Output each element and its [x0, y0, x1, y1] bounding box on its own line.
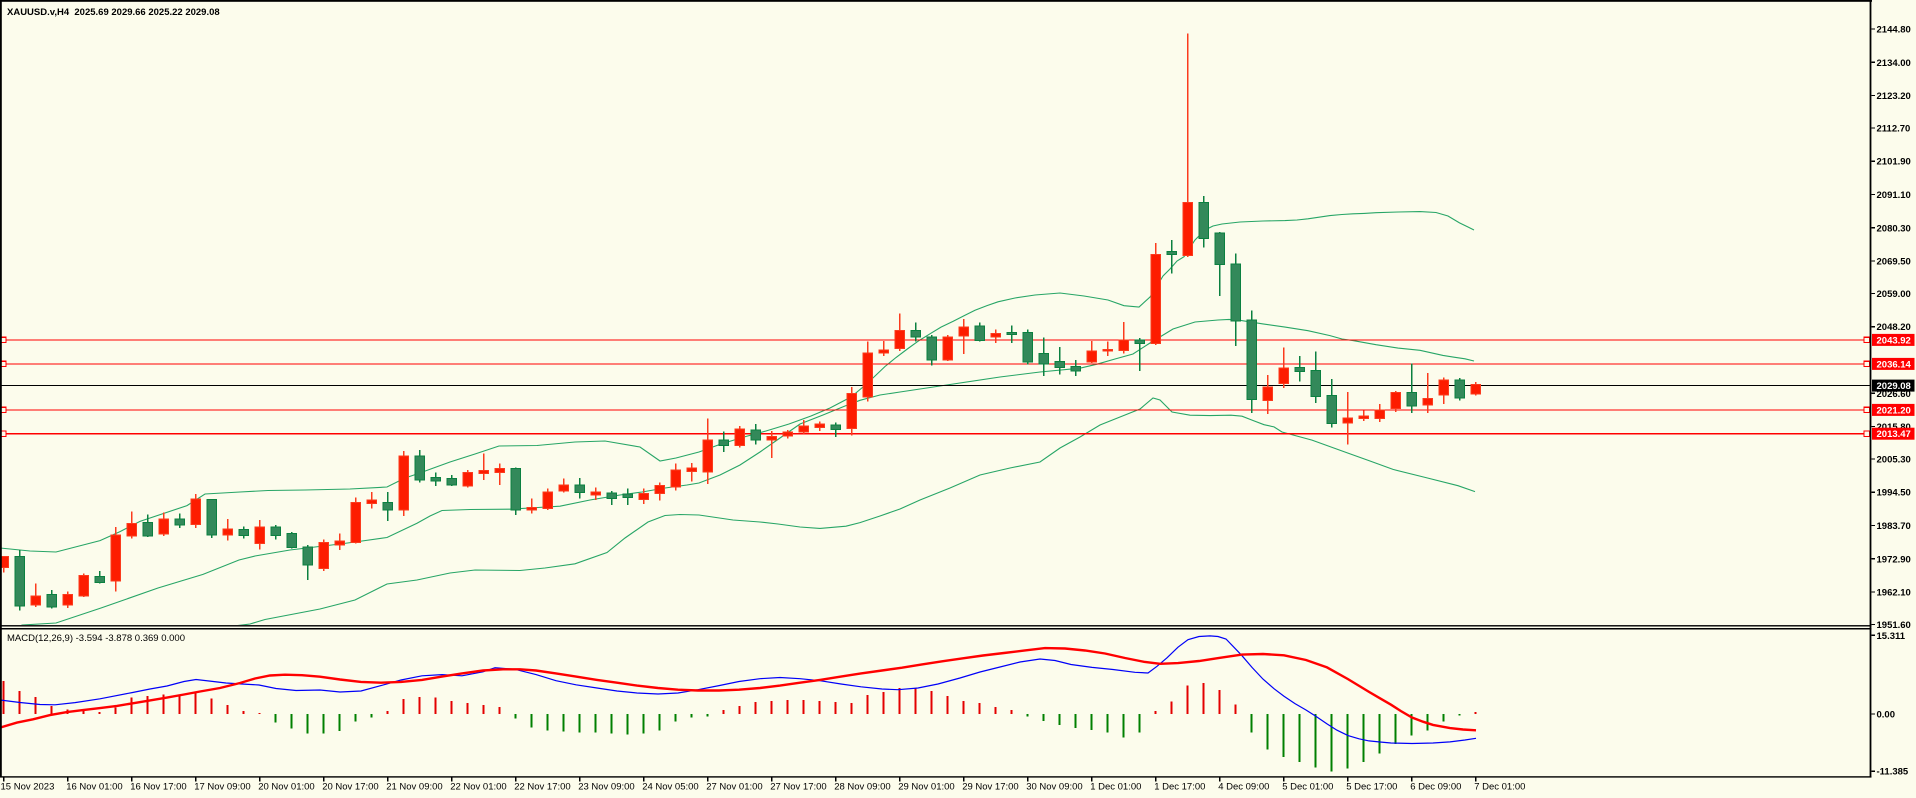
svg-text:-11.385: -11.385 [1877, 767, 1909, 778]
svg-text:1962.10: 1962.10 [1877, 588, 1911, 599]
svg-text:29 Nov 17:00: 29 Nov 17:00 [962, 782, 1019, 793]
svg-text:2069.50: 2069.50 [1877, 257, 1911, 268]
svg-text:21 Nov 09:00: 21 Nov 09:00 [386, 782, 443, 793]
svg-text:1 Dec 01:00: 1 Dec 01:00 [1090, 782, 1141, 793]
svg-text:16 Nov 17:00: 16 Nov 17:00 [130, 782, 187, 793]
svg-text:22 Nov 01:00: 22 Nov 01:00 [450, 782, 507, 793]
svg-text:1951.60: 1951.60 [1877, 620, 1911, 631]
svg-text:2134.00: 2134.00 [1877, 58, 1911, 69]
svg-text:22 Nov 17:00: 22 Nov 17:00 [514, 782, 571, 793]
svg-text:23 Nov 09:00: 23 Nov 09:00 [578, 782, 635, 793]
svg-text:16 Nov 01:00: 16 Nov 01:00 [66, 782, 123, 793]
svg-text:29 Nov 01:00: 29 Nov 01:00 [898, 782, 955, 793]
svg-text:1972.90: 1972.90 [1877, 554, 1911, 565]
svg-text:2015.80: 2015.80 [1877, 422, 1911, 433]
svg-text:2080.30: 2080.30 [1877, 223, 1911, 234]
svg-text:4 Dec 09:00: 4 Dec 09:00 [1218, 782, 1269, 793]
svg-text:2091.10: 2091.10 [1877, 190, 1911, 201]
svg-text:XAUUSD.v,H4 2025.69 2029.66 2: XAUUSD.v,H4 2025.69 2029.66 2025.22 2029… [7, 7, 220, 18]
svg-text:2112.70: 2112.70 [1877, 123, 1911, 134]
svg-text:1983.70: 1983.70 [1877, 521, 1911, 532]
svg-text:30 Nov 09:00: 30 Nov 09:00 [1026, 782, 1083, 793]
svg-text:2021.20: 2021.20 [1877, 405, 1911, 416]
svg-text:15.311: 15.311 [1877, 631, 1906, 642]
svg-text:1 Dec 17:00: 1 Dec 17:00 [1154, 782, 1205, 793]
svg-text:5 Dec 17:00: 5 Dec 17:00 [1346, 782, 1397, 793]
svg-text:27 Nov 17:00: 27 Nov 17:00 [770, 782, 827, 793]
svg-text:2123.20: 2123.20 [1877, 91, 1911, 102]
svg-text:2048.20: 2048.20 [1877, 322, 1911, 333]
svg-text:2101.90: 2101.90 [1877, 157, 1911, 168]
svg-text:2013.47: 2013.47 [1877, 429, 1911, 440]
svg-text:1994.50: 1994.50 [1877, 488, 1911, 499]
svg-text:0.00: 0.00 [1877, 710, 1896, 721]
svg-text:2036.14: 2036.14 [1877, 359, 1912, 370]
svg-text:2144.80: 2144.80 [1877, 25, 1911, 36]
svg-text:24 Nov 05:00: 24 Nov 05:00 [642, 782, 699, 793]
svg-text:2005.30: 2005.30 [1877, 454, 1911, 465]
svg-text:20 Nov 17:00: 20 Nov 17:00 [322, 782, 379, 793]
svg-text:2043.92: 2043.92 [1877, 335, 1911, 346]
svg-text:MACD(12,26,9) -3.594 -3.878 0.: MACD(12,26,9) -3.594 -3.878 0.369 0.000 [7, 633, 185, 644]
svg-text:7 Dec 01:00: 7 Dec 01:00 [1474, 782, 1525, 793]
svg-text:27 Nov 01:00: 27 Nov 01:00 [706, 782, 763, 793]
svg-text:15 Nov 2023: 15 Nov 2023 [1, 782, 55, 793]
svg-text:20 Nov 01:00: 20 Nov 01:00 [258, 782, 315, 793]
svg-text:5 Dec 01:00: 5 Dec 01:00 [1282, 782, 1333, 793]
svg-text:2029.08: 2029.08 [1877, 381, 1911, 392]
svg-text:2026.60: 2026.60 [1877, 389, 1911, 400]
svg-text:6 Dec 09:00: 6 Dec 09:00 [1410, 782, 1461, 793]
svg-text:2059.00: 2059.00 [1877, 289, 1911, 300]
svg-text:17 Nov 09:00: 17 Nov 09:00 [194, 782, 251, 793]
svg-text:28 Nov 09:00: 28 Nov 09:00 [834, 782, 891, 793]
